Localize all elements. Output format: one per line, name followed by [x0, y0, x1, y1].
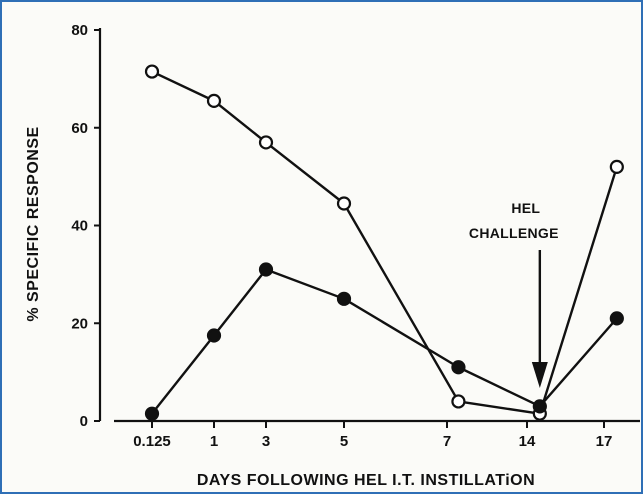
series-2 [144, 262, 624, 421]
open-data-point [609, 159, 624, 174]
filled-data-point [609, 311, 624, 326]
filled-data-point [451, 360, 466, 375]
filled-data-point [532, 399, 547, 414]
x-tick-label: 14 [519, 433, 536, 450]
open-data-point [258, 135, 274, 150]
chart-annotation: HEL CHALLENGE [469, 200, 559, 388]
filled-data-point [258, 262, 274, 277]
open-data-point [206, 93, 222, 108]
y-tick-label: 80 [71, 22, 88, 39]
annotation-line-1: HEL [511, 200, 540, 216]
x-tick-label: 3 [262, 433, 270, 450]
filled-data-point [144, 406, 160, 421]
annotation-arrow-head [531, 362, 548, 388]
x-tick-label: 0.125 [133, 433, 171, 450]
open-data-point [451, 394, 466, 409]
y-tick-label: 60 [71, 120, 88, 137]
annotation-line-2: CHALLENGE [469, 225, 559, 241]
chart-axes: 0 20 40 60 80 0.125 1 3 5 7 14 17 [71, 22, 640, 450]
filled-data-point [206, 328, 222, 343]
y-tick-label: 0 [80, 413, 88, 430]
x-tick-label: 5 [340, 433, 348, 450]
x-tick-label: 1 [210, 433, 218, 450]
open-data-point [144, 64, 160, 79]
x-axis-title: DAYS FOLLOWING HEL I.T. INSTILLATiON [197, 472, 535, 489]
open-data-point [336, 196, 352, 211]
chart-series [144, 64, 624, 421]
y-axis-title: % SPECIFIC RESPONSE [25, 126, 42, 321]
x-tick-label: 7 [443, 433, 451, 450]
filled-data-point [336, 291, 352, 306]
y-tick-label: 40 [71, 218, 88, 235]
x-tick-label: 17 [596, 433, 613, 450]
y-tick-label: 20 [71, 315, 88, 332]
series-1 [144, 64, 624, 421]
